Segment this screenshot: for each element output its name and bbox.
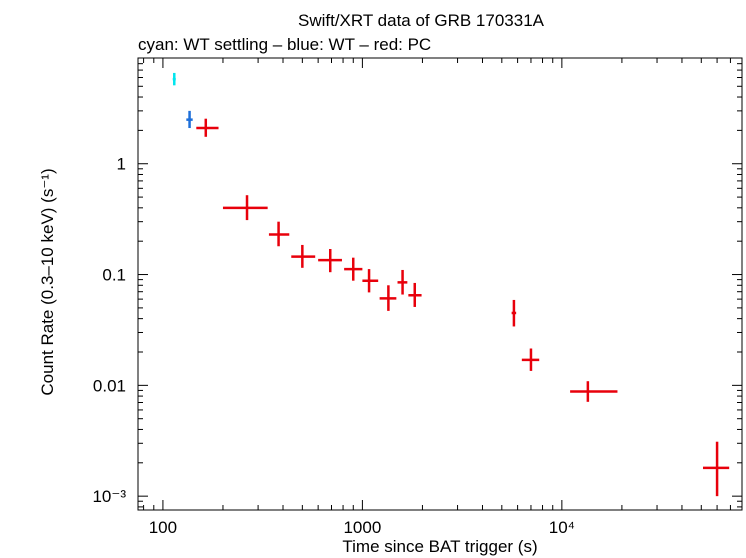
data-point: [521, 348, 540, 371]
data-point: [379, 285, 397, 311]
axis-tick-labels: 100 1000 10⁴ 1 0.1 0.01 10⁻³: [92, 155, 575, 537]
data-point: [511, 299, 517, 327]
y-tick-label: 0.1: [102, 266, 126, 285]
chart-title: Swift/XRT data of GRB 170331A: [298, 11, 545, 30]
data-point: [344, 257, 363, 281]
data-point: [186, 110, 193, 129]
y-tick-label: 0.01: [93, 376, 126, 395]
data-point: [291, 244, 316, 268]
data-point: [362, 269, 379, 293]
data-point: [196, 118, 219, 137]
data-point: [172, 72, 176, 86]
x-tick-label: 100: [149, 518, 177, 537]
data-point: [408, 282, 422, 307]
data-point: [397, 269, 408, 295]
data-point: [702, 441, 730, 497]
axis-ticks: [138, 57, 743, 510]
data-points: [172, 72, 730, 497]
y-tick-label: 1: [117, 155, 126, 174]
data-point: [222, 195, 268, 221]
x-tick-label: 1000: [343, 518, 381, 537]
series-pc: [196, 118, 730, 497]
x-axis-label: Time since BAT trigger (s): [342, 537, 537, 556]
y-axis-label: Count Rate (0.3–10 keV) (s⁻¹): [38, 168, 57, 395]
series-wt-settling: [172, 72, 176, 86]
series-wt: [186, 110, 193, 129]
y-tick-label: 10⁻³: [92, 487, 126, 506]
plot-frame: [137, 57, 743, 511]
data-point: [268, 221, 290, 247]
chart-subtitle: cyan: WT settling – blue: WT – red: PC: [138, 35, 431, 54]
data-point: [318, 249, 342, 273]
data-point: [570, 381, 618, 402]
x-tick-label: 10⁴: [549, 518, 575, 537]
